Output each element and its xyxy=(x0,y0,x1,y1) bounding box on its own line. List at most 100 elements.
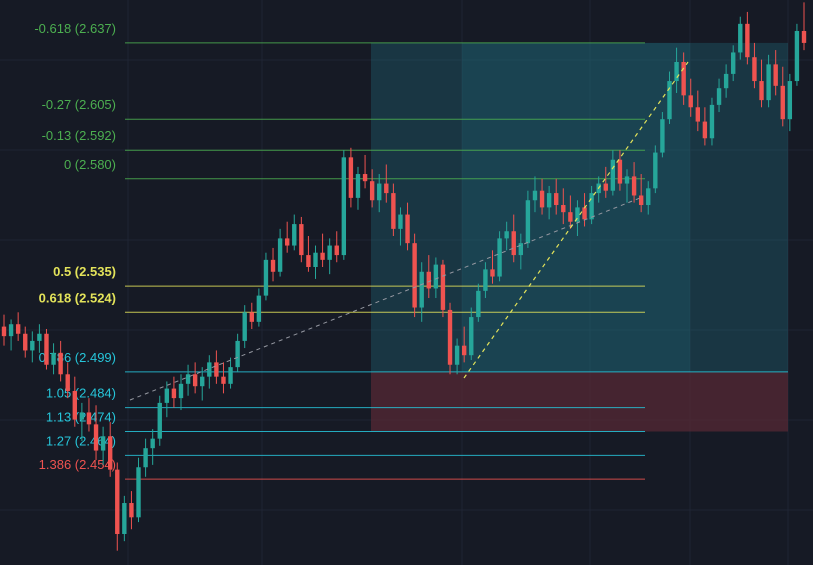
candle-body xyxy=(284,238,290,246)
candle-body xyxy=(653,152,658,189)
candle-body xyxy=(86,412,92,425)
candle-body xyxy=(702,121,708,139)
candle-body xyxy=(731,52,736,74)
fib-level-label: 1.27 (2.464) xyxy=(46,433,116,448)
candle-body xyxy=(631,176,637,196)
candle-body xyxy=(504,231,509,239)
candle-body xyxy=(589,193,594,220)
fib-level-label: 1.386 (2.454) xyxy=(39,457,116,472)
candle-body xyxy=(72,390,77,420)
candle-body xyxy=(582,207,587,220)
candle-body xyxy=(454,345,460,365)
candle-body xyxy=(129,503,134,518)
candle-body xyxy=(242,312,247,341)
candle-body xyxy=(270,259,276,272)
candle-body xyxy=(355,174,361,198)
candle-body xyxy=(51,352,56,365)
candle-body xyxy=(299,224,304,256)
candlesticks xyxy=(1,2,807,551)
candle-body xyxy=(207,362,212,377)
candle-body xyxy=(263,259,269,296)
candle-body xyxy=(221,376,226,384)
candle-body xyxy=(624,176,630,184)
candle-body xyxy=(461,345,467,356)
candle-body xyxy=(1,326,7,337)
candle-body xyxy=(313,252,318,268)
candle-body xyxy=(801,30,807,43)
candle-body xyxy=(518,243,524,256)
fib-level-label: 0.786 (2.499) xyxy=(39,350,116,365)
candle-body xyxy=(277,238,283,272)
candle-body xyxy=(341,157,347,256)
candle-body xyxy=(426,271,431,289)
candle-body xyxy=(369,181,375,201)
candle-body xyxy=(759,81,764,101)
candle-body xyxy=(723,73,729,89)
candle-body xyxy=(483,269,488,291)
candle-body xyxy=(93,424,99,451)
candle-body xyxy=(539,190,545,208)
candle-body xyxy=(398,214,403,229)
candle-body xyxy=(320,252,325,260)
candle-body xyxy=(511,231,516,256)
candle-body xyxy=(100,436,106,451)
candle-body xyxy=(794,30,800,82)
candle-body xyxy=(688,95,693,108)
candle-body xyxy=(497,238,502,277)
candle-body xyxy=(752,57,757,82)
candle-body xyxy=(37,333,42,341)
candle-body xyxy=(738,23,743,53)
candle-body xyxy=(667,81,672,120)
candle-body xyxy=(8,324,14,337)
trend-line-projection[interactable] xyxy=(463,61,689,379)
candle-body xyxy=(171,388,177,399)
candle-body xyxy=(348,157,354,198)
candle-body xyxy=(525,200,531,244)
candle-body xyxy=(192,374,198,387)
candle-body xyxy=(568,212,573,222)
candle-body xyxy=(306,255,311,268)
candle-body xyxy=(610,159,616,191)
candle-body xyxy=(773,64,778,86)
fib-level-label: 0.5 (2.535) xyxy=(53,264,116,279)
candle-body xyxy=(745,23,750,58)
candle-body xyxy=(23,333,28,351)
candle-body xyxy=(327,245,332,260)
candle-body xyxy=(490,269,495,277)
candle-body xyxy=(122,503,127,535)
candle-body xyxy=(65,374,70,391)
fib-level-label: -0.618 (2.637) xyxy=(34,21,116,36)
candle-body xyxy=(79,412,85,420)
candle-body xyxy=(681,61,686,96)
candle-body xyxy=(334,245,339,256)
fibonacci-levels[interactable]: -0.618 (2.637) -0.27 (2.605) -0.13 (2.592)… xyxy=(34,21,788,480)
candle-body xyxy=(30,340,35,351)
trend-lines[interactable] xyxy=(129,61,689,401)
candle-body xyxy=(660,119,665,153)
trend-line-fib-anchor[interactable] xyxy=(129,197,641,401)
candle-body xyxy=(362,174,368,182)
candle-body xyxy=(469,317,474,356)
candle-body xyxy=(561,205,566,213)
candle-body xyxy=(476,290,481,318)
candle-body xyxy=(638,195,644,206)
candle-body xyxy=(143,448,148,468)
candle-body xyxy=(617,159,623,184)
candle-body xyxy=(405,214,410,244)
fib-level-label: 0.618 (2.524) xyxy=(39,290,116,305)
candle-body xyxy=(440,264,446,310)
candle-body xyxy=(780,85,785,120)
candle-body xyxy=(214,362,219,377)
candle-body xyxy=(157,402,162,439)
candle-body xyxy=(235,340,240,368)
candle-body xyxy=(412,243,417,308)
candle-body xyxy=(603,183,608,191)
candle-body xyxy=(228,367,233,384)
candle-body xyxy=(256,295,262,322)
candle-body xyxy=(391,193,396,229)
candle-body xyxy=(433,264,439,289)
candle-body xyxy=(178,383,184,399)
candle-body xyxy=(447,309,453,365)
candle-body xyxy=(695,107,700,122)
